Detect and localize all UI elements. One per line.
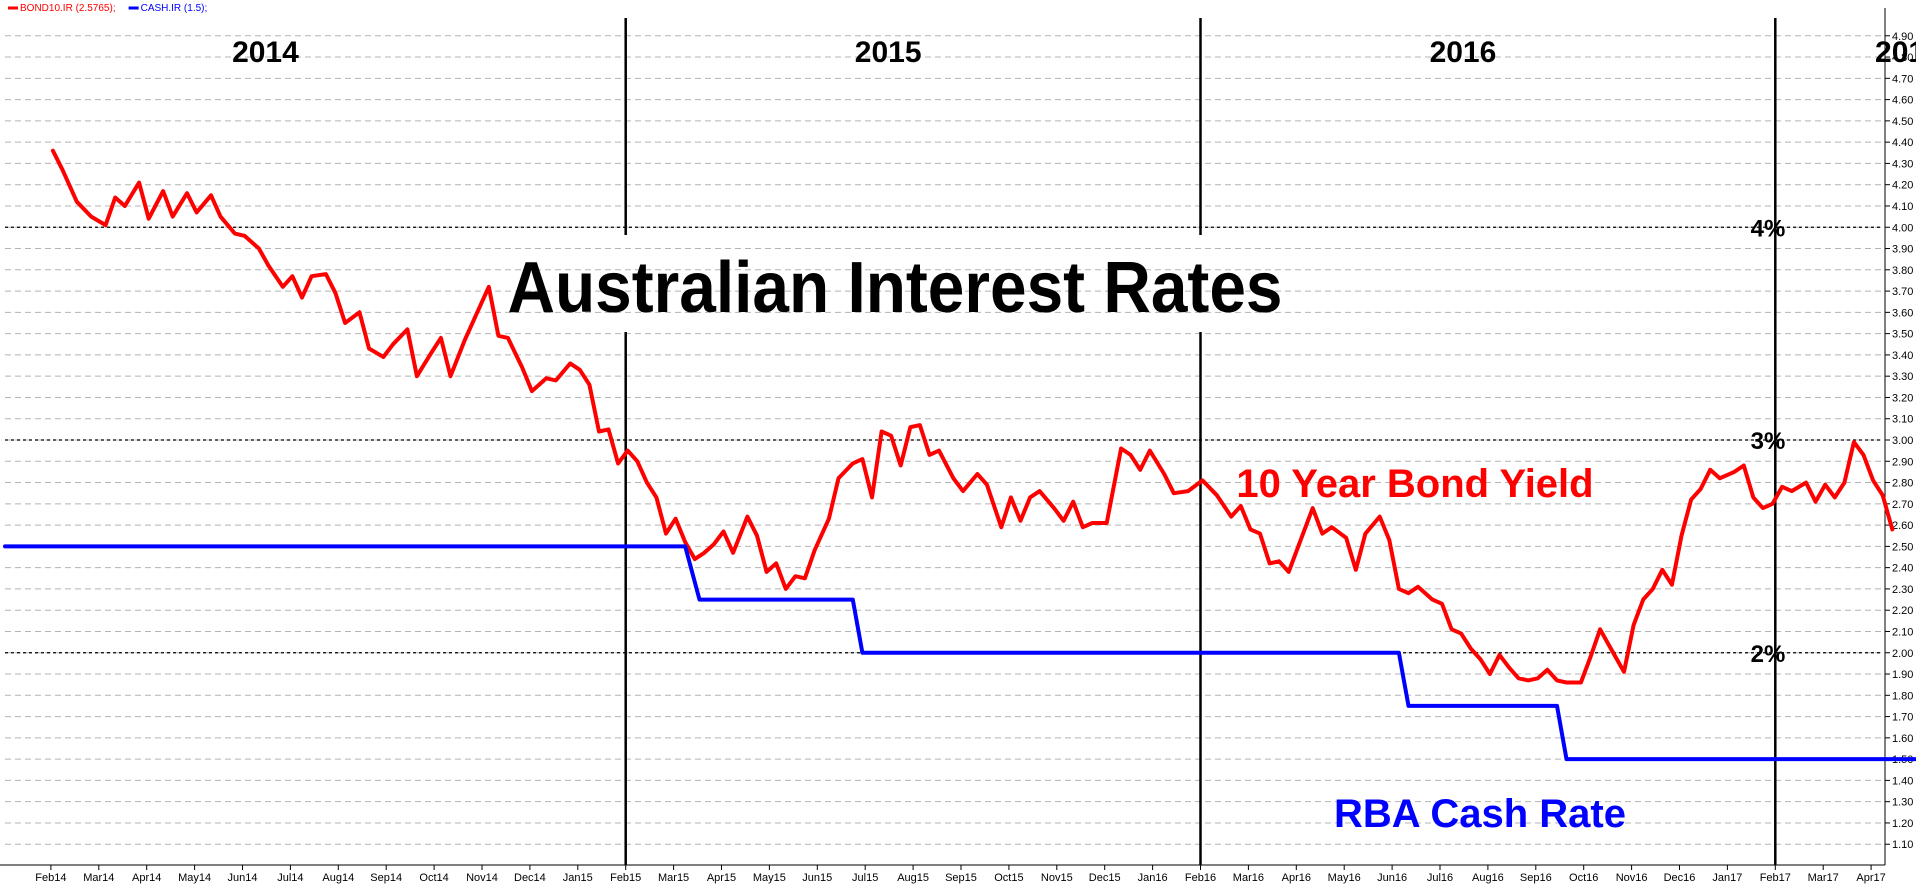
x-tick-label: Feb17: [1760, 872, 1791, 884]
y-tick-label: 1.10: [1892, 839, 1913, 851]
x-tick-label: Jun14: [228, 872, 258, 884]
x-tick-label: Jan16: [1138, 872, 1168, 884]
x-tick-label: Jul16: [1427, 872, 1453, 884]
x-tick-label: Aug15: [897, 872, 929, 884]
x-tick-label: Dec15: [1089, 872, 1121, 884]
legend-entry: CASH.IR (1.5);: [141, 3, 208, 14]
year-label: 2014: [232, 36, 299, 69]
y-tick-label: 2.20: [1892, 605, 1913, 617]
x-tick-label: Jul15: [852, 872, 878, 884]
axes: 1.101.201.301.401.501.601.701.801.902.00…: [0, 8, 1913, 884]
y-tick-label: 4.80: [1892, 52, 1913, 64]
y-tick-label: 4.20: [1892, 180, 1913, 192]
series-lines: [3, 148, 1916, 762]
y-tick-label: 2.00: [1892, 648, 1913, 660]
x-tick-label: Feb14: [35, 872, 66, 884]
y-tick-label: 2.10: [1892, 626, 1913, 638]
x-tick-label: Dec16: [1664, 872, 1696, 884]
y-tick-label: 3.20: [1892, 392, 1913, 404]
grid-lines: [5, 35, 1883, 845]
series-annotation: 10 Year Bond Yield: [1236, 462, 1593, 506]
y-tick-label: 1.40: [1892, 775, 1913, 787]
x-tick-label: May14: [178, 872, 211, 884]
x-tick-label: Mar14: [83, 872, 114, 884]
y-tick-label: 3.70: [1892, 286, 1913, 298]
x-tick-label: Nov15: [1041, 872, 1073, 884]
y-tick-label: 2.50: [1892, 541, 1913, 553]
legend: BOND10.IR (2.5765); CASH.IR (1.5);: [8, 3, 207, 14]
y-tick-label: 3.30: [1892, 371, 1913, 383]
reference-label: 4%: [1751, 215, 1786, 242]
y-tick-label: 4.10: [1892, 201, 1913, 213]
chart-title: Australian Interest Rates: [508, 248, 1283, 328]
x-tick-label: Sep14: [370, 872, 402, 884]
legend-entry: BOND10.IR (2.5765);: [20, 3, 116, 14]
x-tick-label: Feb15: [610, 872, 641, 884]
x-tick-label: Oct14: [419, 872, 448, 884]
y-tick-label: 1.20: [1892, 818, 1913, 830]
y-tick-label: 3.90: [1892, 244, 1913, 256]
y-tick-label: 1.30: [1892, 797, 1913, 809]
x-tick-label: Apr16: [1282, 872, 1311, 884]
series-line-bond10-ir: [50, 148, 1895, 685]
x-tick-label: Apr14: [132, 872, 161, 884]
y-tick-label: 4.40: [1892, 137, 1913, 149]
x-tick-label: Jul14: [277, 872, 303, 884]
y-tick-label: 3.10: [1892, 414, 1913, 426]
y-tick-label: 4.00: [1892, 222, 1913, 234]
x-tick-label: May15: [753, 872, 786, 884]
year-label: 2017: [1875, 36, 1916, 69]
x-tick-label: Oct16: [1569, 872, 1598, 884]
x-tick-label: Jan15: [563, 872, 593, 884]
y-tick-label: 4.30: [1892, 158, 1913, 170]
series-annotation: RBA Cash Rate: [1334, 792, 1626, 836]
x-tick-label: Aug14: [322, 872, 354, 884]
y-tick-label: 2.60: [1892, 520, 1913, 532]
x-tick-label: Apr17: [1856, 872, 1885, 884]
x-tick-label: Jun15: [802, 872, 832, 884]
year-dividers: [624, 18, 1777, 865]
y-tick-label: 1.80: [1892, 690, 1913, 702]
y-tick-label: 4.50: [1892, 116, 1913, 128]
y-tick-label: 3.80: [1892, 265, 1913, 277]
y-tick-label: 2.70: [1892, 499, 1913, 511]
year-label: 2015: [855, 36, 922, 69]
year-label: 2016: [1430, 36, 1497, 69]
y-tick-label: 1.90: [1892, 669, 1913, 681]
y-tick-label: 4.70: [1892, 73, 1913, 85]
y-tick-label: 1.70: [1892, 712, 1913, 724]
x-tick-label: Apr15: [707, 872, 736, 884]
x-tick-label: Oct15: [994, 872, 1023, 884]
x-tick-label: Sep16: [1520, 872, 1552, 884]
chart-labels: 2014 2015 2016 2017 Australian Interest Rate…: [232, 36, 1916, 836]
y-tick-label: 3.50: [1892, 329, 1913, 341]
y-tick-label: 3.60: [1892, 307, 1913, 319]
y-tick-label: 1.60: [1892, 733, 1913, 745]
x-tick-label: May16: [1328, 872, 1361, 884]
x-tick-label: Aug16: [1472, 872, 1504, 884]
series-line-cash-ir: [3, 544, 1916, 762]
x-tick-label: Nov14: [466, 872, 498, 884]
reference-label: 2%: [1751, 641, 1786, 668]
y-tick-label: 3.00: [1892, 435, 1913, 447]
y-tick-label: 2.80: [1892, 478, 1913, 490]
y-tick-label: 2.90: [1892, 456, 1913, 468]
x-tick-label: Sep15: [945, 872, 977, 884]
x-tick-label: Mar16: [1233, 872, 1264, 884]
x-tick-label: Feb16: [1185, 872, 1216, 884]
y-tick-label: 4.90: [1892, 31, 1913, 43]
x-tick-label: Dec14: [514, 872, 546, 884]
x-tick-label: Jun16: [1377, 872, 1407, 884]
x-tick-label: Nov16: [1616, 872, 1648, 884]
y-tick-label: 4.60: [1892, 95, 1913, 107]
y-tick-label: 3.40: [1892, 350, 1913, 362]
y-tick-label: 2.40: [1892, 563, 1913, 575]
x-tick-label: Jan17: [1712, 872, 1742, 884]
x-tick-label: Mar15: [658, 872, 689, 884]
reference-label: 3%: [1751, 428, 1786, 455]
x-tick-label: Mar17: [1808, 872, 1839, 884]
y-tick-label: 2.30: [1892, 584, 1913, 596]
